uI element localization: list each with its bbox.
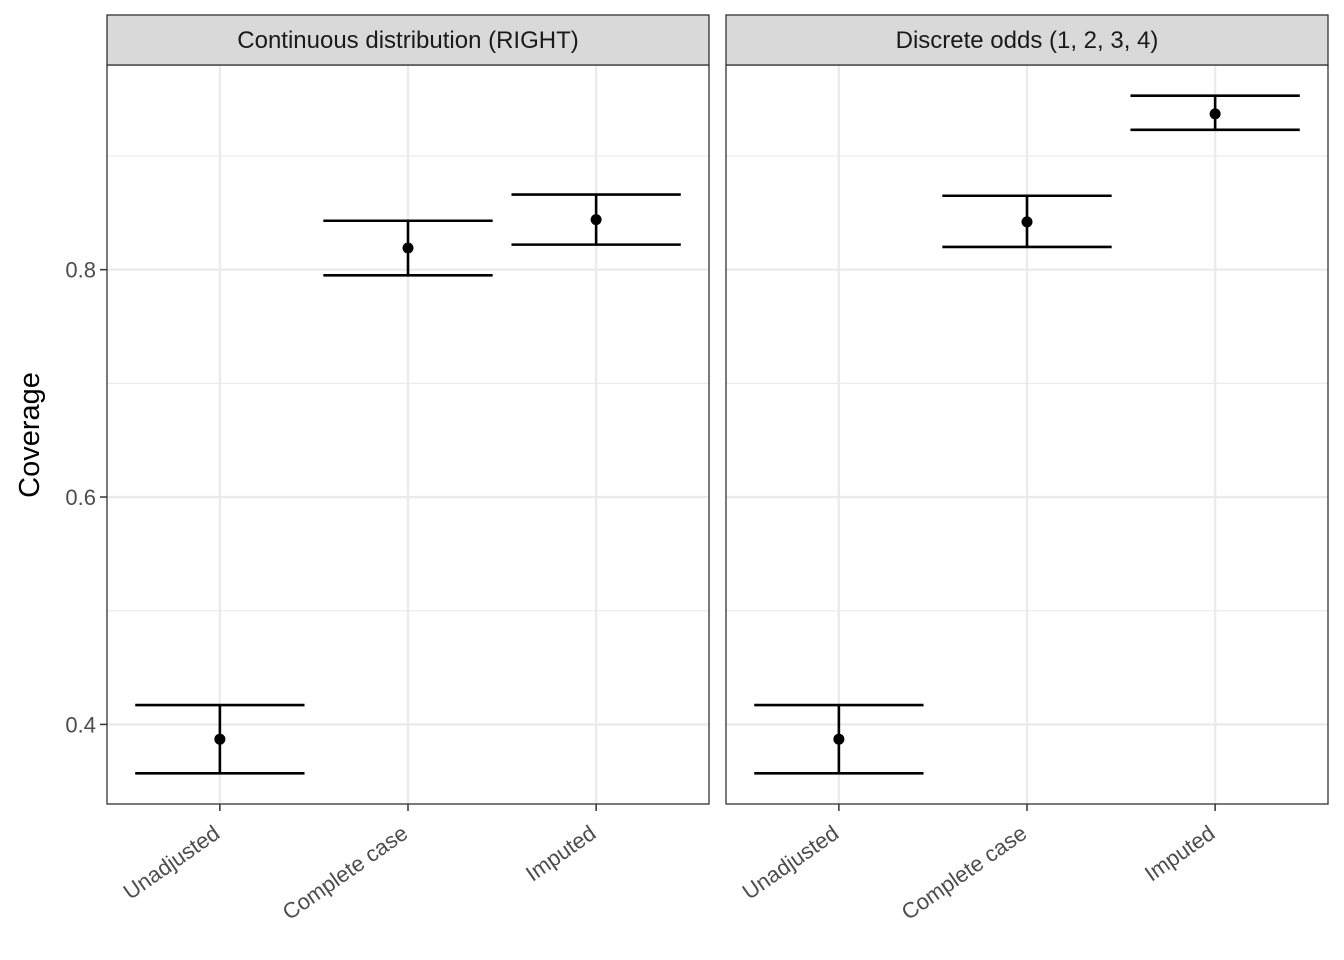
y-axis-title: Coverage bbox=[14, 372, 46, 498]
data-point bbox=[1021, 216, 1033, 228]
y-tick-label: 0.8 bbox=[65, 258, 96, 283]
x-tick-label: Unadjusted bbox=[119, 820, 225, 904]
strip-title: Discrete odds (1, 2, 3, 4) bbox=[896, 27, 1159, 54]
x-tick-label: Complete case bbox=[897, 820, 1032, 925]
panel-1: Continuous distribution (RIGHT) Unadjuste… bbox=[65, 14, 710, 925]
x-tick-label: Unadjusted bbox=[738, 820, 844, 904]
error-bar bbox=[323, 219, 493, 277]
panels-layer: Continuous distribution (RIGHT) Unadjuste… bbox=[65, 14, 1329, 925]
strip-background bbox=[725, 14, 1329, 66]
x-tick-label: Complete case bbox=[278, 820, 413, 925]
data-point bbox=[214, 733, 226, 745]
strip-background bbox=[106, 14, 710, 66]
error-bar bbox=[135, 703, 305, 775]
error-bar bbox=[1130, 94, 1300, 132]
error-bar bbox=[754, 703, 924, 775]
x-tick-label: Imputed bbox=[1140, 820, 1219, 886]
error-bar bbox=[942, 194, 1112, 249]
y-tick-label: 0.6 bbox=[65, 485, 96, 510]
data-point bbox=[590, 214, 602, 226]
x-tick-label: Imputed bbox=[521, 820, 600, 886]
data-point bbox=[402, 242, 414, 254]
panel-2: Discrete odds (1, 2, 3, 4) Unadjusted Comp… bbox=[725, 14, 1329, 925]
data-point bbox=[1209, 108, 1221, 120]
data-point bbox=[833, 733, 845, 745]
y-tick-label: 0.4 bbox=[65, 712, 96, 737]
strip-title: Continuous distribution (RIGHT) bbox=[237, 27, 578, 54]
error-bar bbox=[511, 193, 681, 246]
